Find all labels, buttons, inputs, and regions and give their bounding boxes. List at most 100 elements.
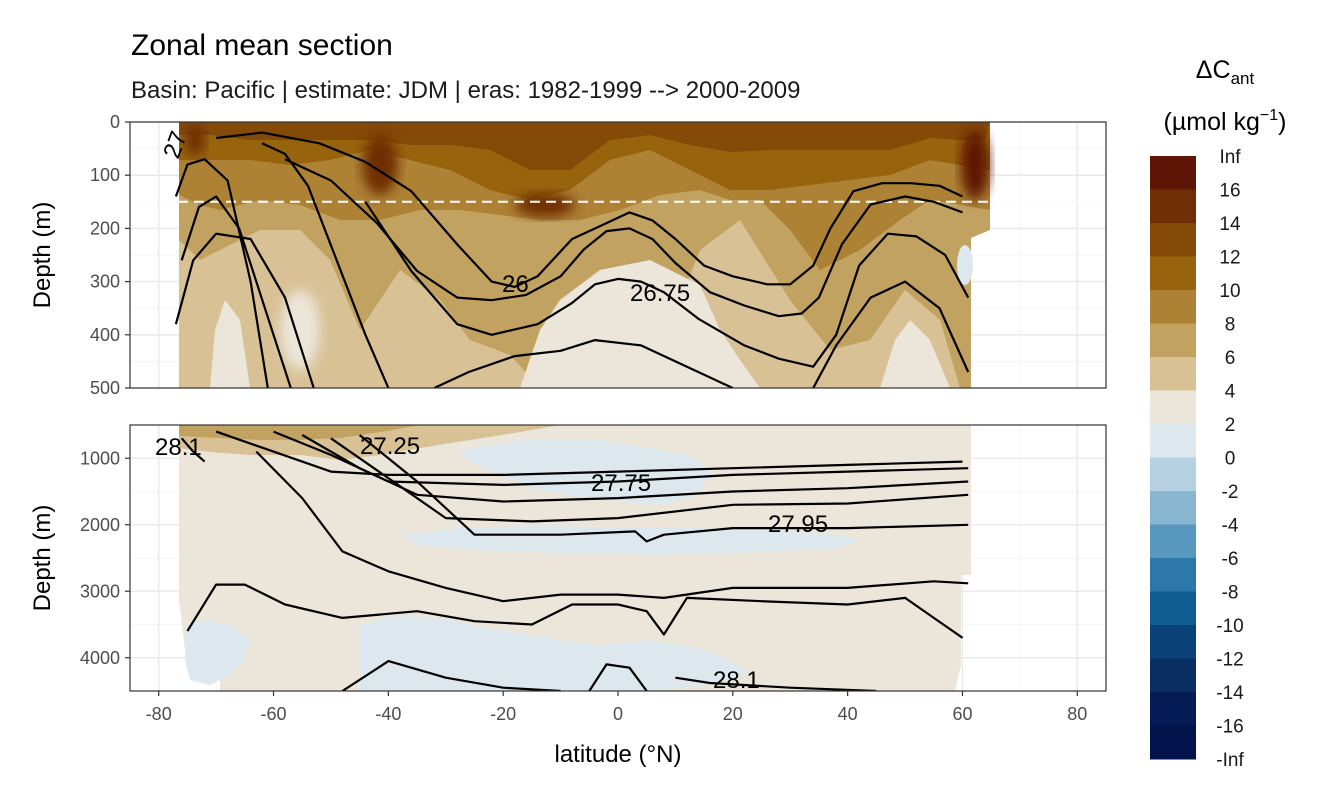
legend-labels: Inf 16 14 12 10 8 6 4 2 0 -2 -4 -6 -8 -10 -12 -14 -16 -Inf [1216,147,1244,771]
density-contour [186,583,964,639]
x-tick-label: 40 [838,704,858,724]
density-contour [330,437,969,523]
bottom-panel-field [179,425,971,691]
x-tick-label: 20 [723,704,743,724]
contour-label-26: 26 [502,271,529,298]
density-contour [180,195,292,388]
legend-units-suffix: ) [1278,108,1286,136]
legend-label: -14 [1216,683,1244,704]
legend-units-prefix: (µmol kg [1164,108,1260,136]
legend-swatch [1150,390,1196,425]
y-tick-label: 100 [90,165,120,185]
y-tick-label: 500 [90,378,120,398]
y-tick-label: 0 [110,112,120,132]
y-tick-label: 200 [90,218,120,238]
density-contour [341,660,561,691]
contour-label-27-95: 27.95 [768,511,828,538]
legend-label: 12 [1219,248,1240,269]
density-contour [273,430,969,486]
top-panel-contours [174,131,970,388]
legend-swatch [1150,357,1196,391]
legend-units: (µmol kg−1) [1164,107,1287,136]
legend-title-sub: ant [1231,69,1255,88]
legend-swatch [1150,692,1196,726]
contour-label-26-75: 26.75 [630,280,690,307]
legend-units-sup: −1 [1260,107,1278,124]
top-panel-border [129,121,1107,389]
contour-label-28-1-right: 28.1 [713,667,760,694]
legend-swatch [1150,725,1196,760]
legend-swatch [1150,524,1196,559]
legend-label: -12 [1216,650,1243,671]
legend-swatch [1150,558,1196,592]
x-tick-label: -20 [490,704,516,724]
density-contour [174,232,315,388]
legend-label: 8 [1225,315,1236,336]
density-contour [358,434,969,543]
chart-title: Zonal mean section [131,29,393,62]
top-panel-field [130,122,1106,388]
density-contour [364,201,970,368]
legend-swatch [1150,658,1196,693]
legend-title-main: ΔC [1196,56,1231,84]
bottom-panel: 1000 2000 3000 4000 Depth (m) [29,424,1107,692]
x-tick-label: -80 [146,704,172,724]
legend-swatch [1150,189,1196,224]
density-contour [433,339,734,388]
legend-title: ΔCant [1196,56,1255,88]
density-contour [174,158,269,388]
density-contour [675,676,877,691]
y-tick-label: 3000 [80,581,120,601]
y-tick-label: 300 [90,272,120,292]
legend-label: Inf [1219,147,1241,168]
x-tick-label: -60 [261,704,287,724]
density-contour [812,280,970,388]
contour-label-28-1-left: 28.1 [155,434,202,461]
density-contour [301,434,969,503]
y-tick-label: 2000 [80,515,120,535]
legend-label: -Inf [1216,750,1244,771]
legend-label: 14 [1219,214,1241,235]
legend-swatch [1150,290,1196,324]
legend-label: -8 [1222,583,1239,604]
legend-label: -16 [1216,717,1243,738]
legend: ΔCant (µmol kg−1) Inf 16 14 12 10 8 6 4 2 0 -2 -4 -6… [1150,56,1286,771]
y-tick-label: 4000 [80,648,120,668]
x-axis-ticks: -80 -60 -40 -20 0 20 40 60 80 [146,691,1087,724]
legend-colorbar [1150,156,1196,760]
legend-label: -2 [1222,482,1239,503]
legend-swatch [1150,323,1196,358]
legend-label: -10 [1216,616,1243,637]
chart-subtitle: Basin: Pacific | estimate: JDM | eras: 1… [131,77,800,104]
density-contour [180,437,206,463]
x-axis-label: latitude (°N) [555,741,682,768]
bottom-panel-y-ticks: 1000 2000 3000 4000 [80,448,130,668]
top-y-axis-label: Depth (m) [29,202,56,309]
contour-label-27-25: 27.25 [360,433,420,460]
top-panel-y-ticks: 0 100 200 300 400 500 [90,112,130,398]
density-contour [284,158,963,318]
legend-swatch [1150,457,1196,492]
legend-swatch [1150,625,1196,659]
legend-label: -6 [1222,549,1239,570]
x-tick-label: 80 [1067,704,1087,724]
density-contour [215,430,963,476]
bottom-panel-contours [180,430,969,691]
x-tick-label: 0 [613,704,623,724]
legend-label: 0 [1225,449,1236,470]
density-contour [588,663,648,691]
top-panel: 0 100 200 300 400 500 Depth (m) [29,112,1107,398]
legend-swatch [1150,424,1196,458]
y-tick-label: 400 [90,325,120,345]
x-tick-label: -40 [375,704,401,724]
legend-swatch [1150,591,1196,626]
x-tick-label: 60 [952,704,972,724]
legend-label: -4 [1222,516,1239,537]
density-contour [261,142,390,388]
legend-label: 16 [1219,181,1240,202]
contour-label-27-75: 27.75 [591,470,651,497]
bottom-y-axis-label: Depth (m) [29,505,56,612]
legend-swatch [1150,156,1196,190]
legend-label: 6 [1225,348,1236,369]
